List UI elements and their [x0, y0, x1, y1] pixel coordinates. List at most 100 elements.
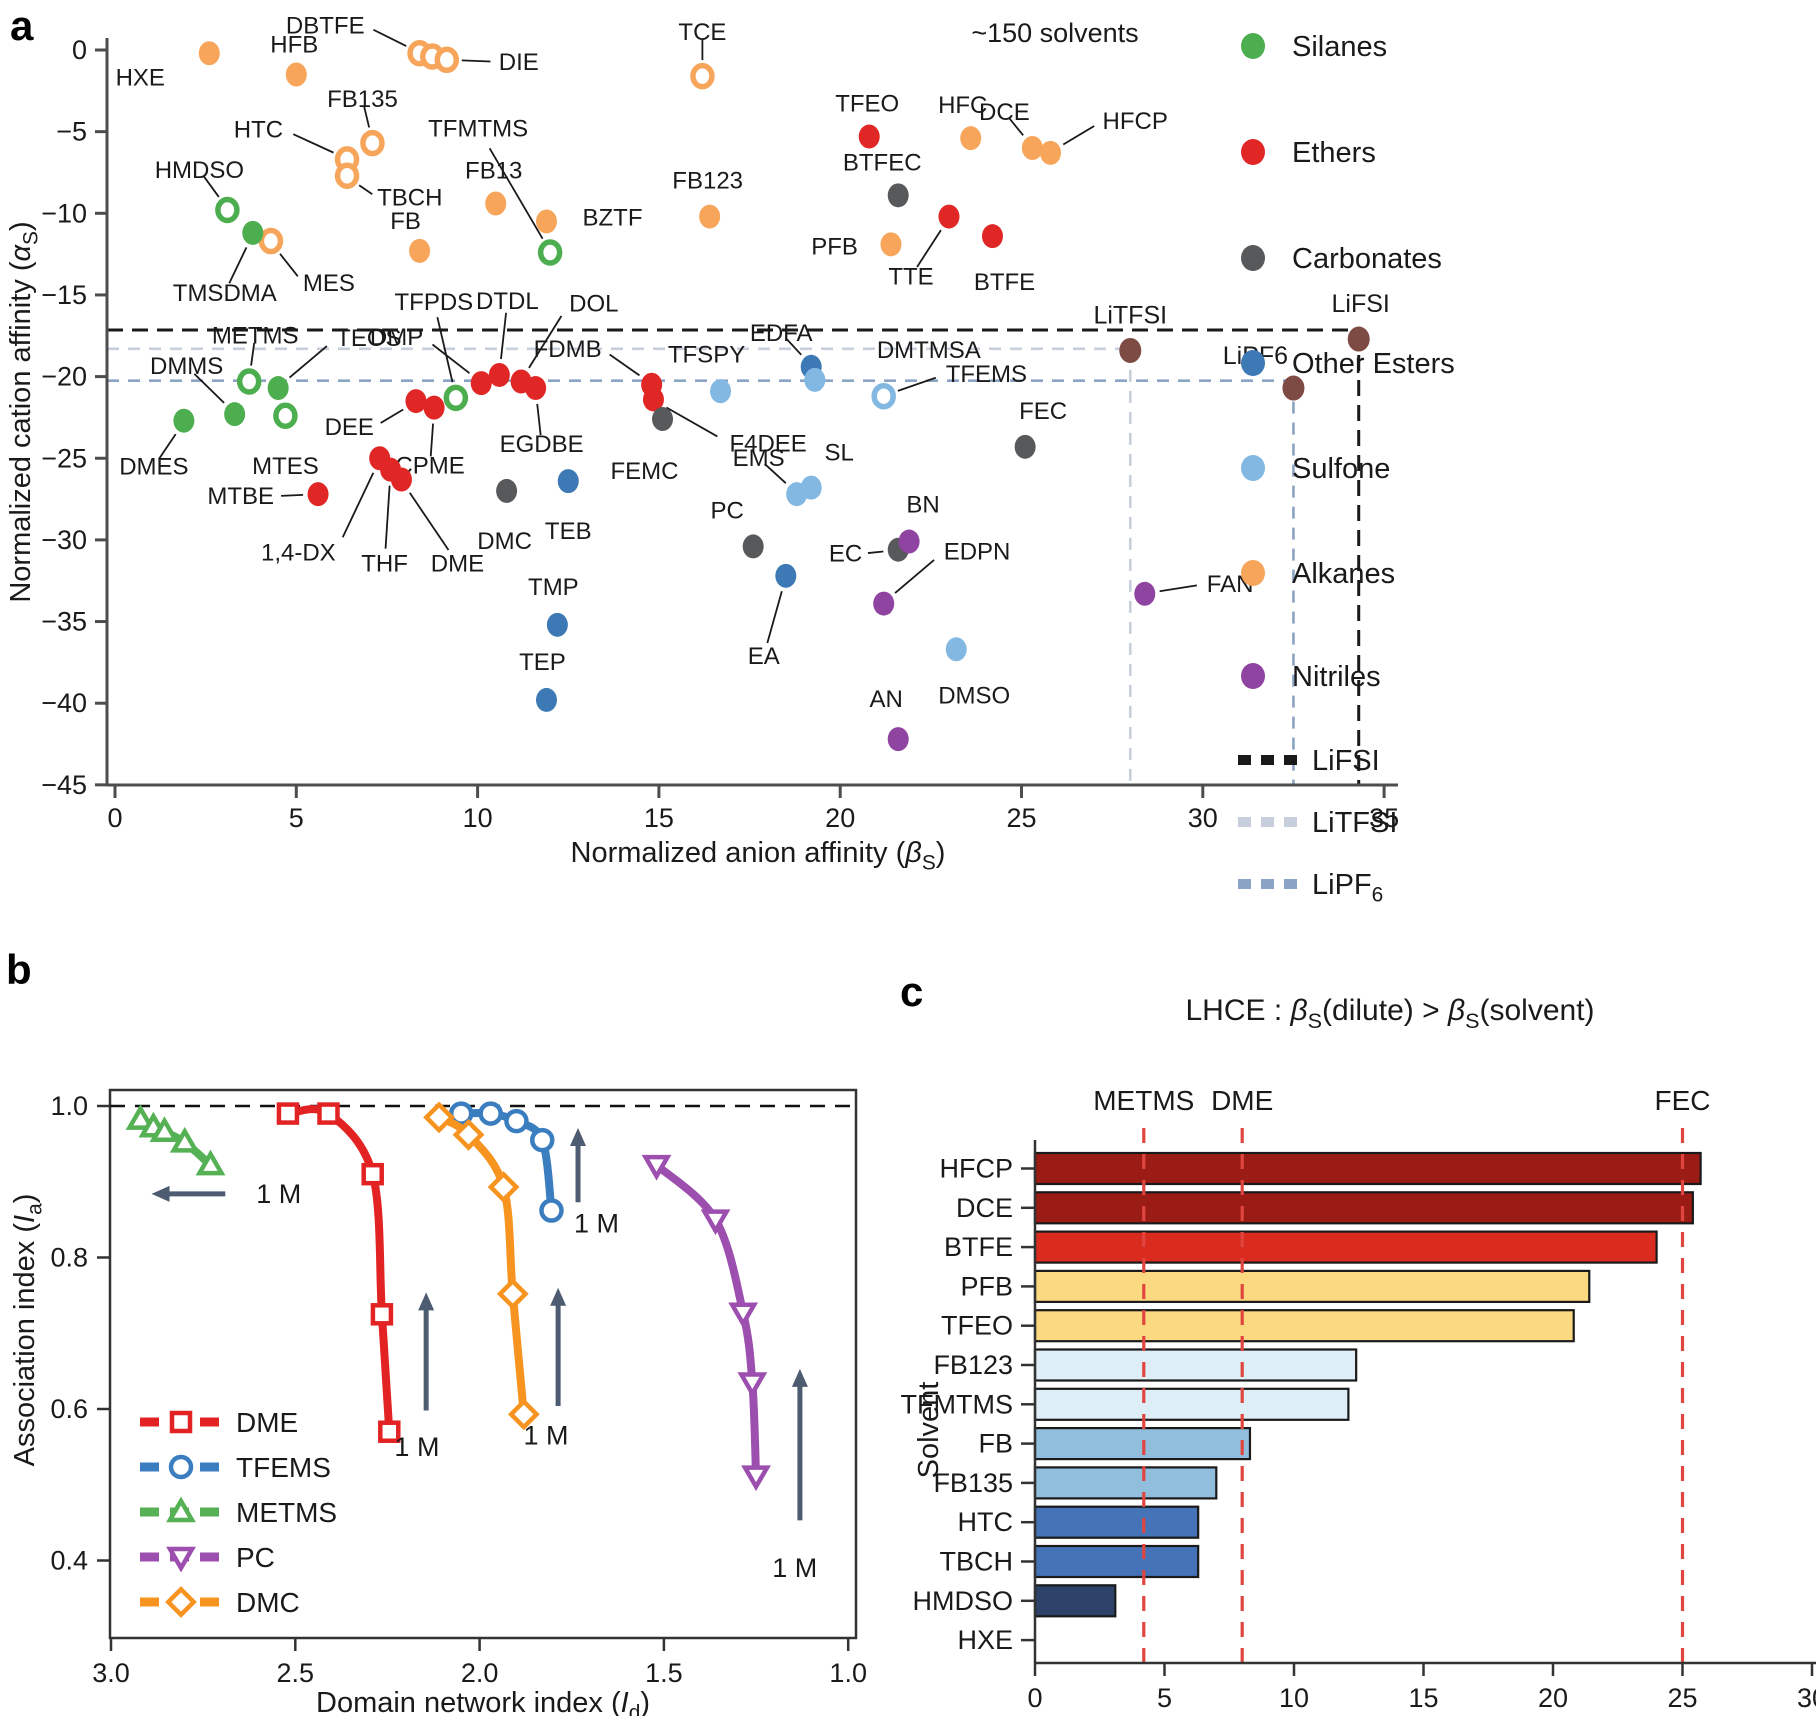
data-point-label: F4DEE: [729, 430, 806, 457]
data-point-TFEO: TFEO: [835, 91, 899, 149]
series-marker-square: [370, 1303, 394, 1326]
data-point-label: TEB: [545, 518, 592, 545]
series-PC: [641, 1154, 771, 1492]
a-x-tick: 0: [107, 803, 122, 833]
data-point-EGDBE: EGDBE: [500, 376, 584, 458]
data-point-label: DMSO: [938, 682, 1010, 709]
legend-label: Nitriles: [1292, 661, 1381, 693]
data-point-FDMB: FDMB: [534, 336, 663, 397]
scatter-chart-affinity: 0 −5 −10 −15 −20 −25 −30 −35 −40 −45 0 5 10 15 20 25 30 3…: [5, 12, 1455, 906]
data-point-label: DIE: [499, 49, 539, 76]
data-point-EDFA: EDFA: [750, 320, 822, 379]
data-point-label: FB135: [327, 86, 398, 113]
bar-row-BTFE: BTFE: [944, 1230, 1658, 1264]
data-point-label: TBCH: [377, 185, 442, 212]
series-marker-diamond: [487, 1171, 520, 1203]
series-marker-square: [317, 1102, 340, 1125]
data-point-label: FEC: [1019, 398, 1067, 425]
one-molar-arrow: [418, 1292, 435, 1411]
bar-row-HXE: HXE: [957, 1625, 1034, 1655]
data-point-FAN: FAN: [1134, 571, 1253, 606]
data-point-AN: AN: [870, 686, 909, 752]
series-marker-diamond: [165, 1586, 197, 1618]
series-marker-triangle-down: [641, 1154, 672, 1181]
data-point-label: TEOS: [336, 325, 401, 352]
data-point-label: BN: [906, 492, 939, 519]
data-point-label: DME: [431, 550, 484, 577]
data-point-TCE: TCE: [678, 19, 726, 90]
bar-row-HMDSO: HMDSO: [913, 1584, 1117, 1618]
data-point-label: HFCP: [1103, 108, 1168, 135]
series-marker-circle: [478, 1101, 503, 1126]
a-x-axis-label: Normalized anion affinity (βS): [571, 837, 946, 875]
data-point-DMP: DMP: [370, 324, 492, 396]
salt-guide-LiTFSI: [107, 347, 1132, 785]
one-molar-arrow: [151, 1185, 226, 1202]
legend-label: Carbonates: [1292, 243, 1442, 275]
c-y-axis-label: Solvent: [913, 1382, 945, 1479]
legend-item-salt: LiTFSI: [1238, 807, 1397, 839]
data-point-label: FB13: [465, 158, 522, 185]
data-point-label: DCE: [979, 99, 1030, 126]
one-molar-label: 1 M: [394, 1432, 439, 1462]
data-point-label: TMSDMA: [173, 280, 277, 307]
data-point-label: DBTFE: [286, 12, 365, 39]
c-category-label: TBCH: [940, 1547, 1014, 1577]
legend-item-carbonates: Carbonates: [1241, 243, 1442, 275]
b-legend-label: PC: [236, 1542, 275, 1573]
data-point-FEC: FEC: [1014, 398, 1067, 459]
c-category-label: HXE: [957, 1625, 1013, 1655]
a-y-tick: −35: [41, 607, 87, 637]
series-TFEMS: [448, 1101, 564, 1223]
bar-row-TBCH: TBCH: [940, 1544, 1200, 1579]
series-marker-triangle-down: [728, 1302, 759, 1329]
c-category-label: FB135: [933, 1468, 1013, 1498]
b-y-tick: 0.8: [50, 1243, 88, 1273]
c-x-tick: 30: [1797, 1683, 1816, 1713]
b-x-tick: 1.5: [645, 1658, 683, 1688]
a-x-tick: 15: [644, 803, 674, 833]
data-point-HFC: HFC: [938, 92, 987, 151]
salt-point-LiTFSI: LiTFSI: [1093, 301, 1167, 363]
legend-item-sulfone: Sulfone: [1241, 453, 1390, 485]
data-point-label: EA: [748, 643, 780, 670]
panel-b-letter: b: [6, 946, 32, 993]
salt-point-label: LiTFSI: [1093, 301, 1167, 329]
series-marker-circle: [168, 1454, 194, 1480]
data-point-TEP: TEP: [519, 649, 566, 712]
data-point-TFEMS: TFEMS: [871, 361, 1027, 410]
bar-row-TFMTMS: TFMTMS: [901, 1387, 1350, 1421]
series-marker-triangle-up: [166, 1496, 196, 1523]
c-category-label: FB123: [933, 1350, 1013, 1380]
b-x-tick: 2.5: [277, 1658, 315, 1688]
legend-label: Silanes: [1292, 31, 1387, 63]
bar-row-HTC: HTC: [958, 1505, 1200, 1539]
a-y-tick: −25: [41, 443, 87, 473]
data-point-DMC: DMC: [477, 478, 532, 555]
bar-row-PFB: PFB: [960, 1269, 1591, 1303]
a-y-tick: −5: [56, 117, 87, 147]
data-point-HFB: HFB: [270, 31, 318, 87]
b-legend-label: DME: [236, 1407, 298, 1438]
legend-item-nitriles: Nitriles: [1241, 661, 1381, 693]
c-category-label: DCE: [956, 1193, 1013, 1223]
data-point-label: SL: [825, 440, 854, 467]
series-marker-diamond: [496, 1277, 529, 1310]
data-point-label: EC: [829, 541, 862, 568]
data-point-TMSDMA: TMSDMA: [173, 220, 277, 307]
c-x-tick: 5: [1157, 1683, 1172, 1713]
b-legend-item-TFEMS: TFEMS: [140, 1452, 331, 1483]
b-legend-item-DME: DME: [140, 1407, 298, 1438]
bar-row-FB123: FB123: [933, 1348, 1358, 1382]
series-marker-circle: [530, 1127, 555, 1153]
data-point-label: FDMB: [534, 336, 602, 363]
series-marker-triangle-up: [169, 1126, 200, 1153]
series-marker-triangle-up: [125, 1104, 156, 1130]
data-point-label: DTDL: [476, 288, 539, 315]
data-point-EDPN: EDPN: [873, 539, 1010, 616]
c-title: LHCE : βS(dilute) > βS(solvent): [1185, 994, 1594, 1033]
data-point-label: THF: [361, 551, 408, 578]
legend-label: LiPF6: [1312, 869, 1383, 907]
data-point-label: PFB: [811, 233, 858, 260]
